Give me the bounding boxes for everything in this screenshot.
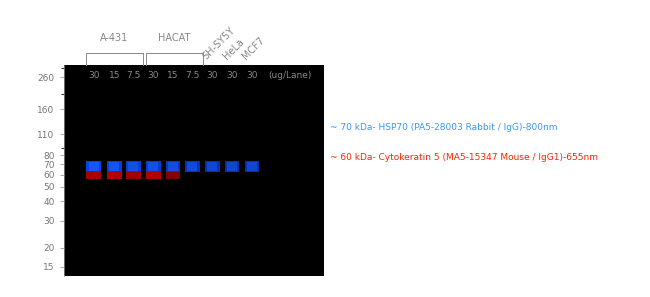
Text: 7.5: 7.5 (185, 71, 200, 80)
Text: A-431: A-431 (100, 33, 129, 43)
Bar (185, 162, 200, 172)
Bar (166, 162, 180, 172)
Text: 30: 30 (246, 71, 258, 80)
Bar (126, 162, 140, 172)
Text: SH-SY5Y: SH-SY5Y (201, 25, 237, 61)
Bar (146, 171, 161, 179)
Text: MCF7: MCF7 (240, 35, 267, 61)
Bar (247, 162, 257, 171)
Bar (225, 162, 239, 172)
Bar (166, 171, 180, 179)
Text: HACAT: HACAT (159, 33, 191, 43)
Bar (126, 171, 140, 179)
Text: 15: 15 (167, 71, 179, 80)
Bar (107, 162, 122, 172)
Bar (207, 162, 218, 171)
Bar (245, 162, 259, 172)
Text: ~ 70 kDa- HSP70 (PA5-28003 Rabbit / IgG)-800nm: ~ 70 kDa- HSP70 (PA5-28003 Rabbit / IgG)… (330, 123, 558, 132)
Text: HeLa: HeLa (221, 37, 246, 61)
Bar (86, 162, 101, 172)
Bar (128, 162, 138, 171)
Text: 30: 30 (226, 71, 238, 80)
Text: 15: 15 (109, 71, 120, 80)
Text: 30: 30 (207, 71, 218, 80)
Text: 30: 30 (88, 71, 99, 80)
Bar (88, 162, 99, 171)
Bar (107, 171, 122, 179)
Text: ~ 60 kDa- Cytokeratin 5 (MA5-15347 Mouse / IgG1)-655nm: ~ 60 kDa- Cytokeratin 5 (MA5-15347 Mouse… (330, 153, 598, 162)
Text: 30: 30 (148, 71, 159, 80)
Bar (168, 162, 178, 171)
Bar (187, 162, 198, 171)
Bar (146, 162, 161, 172)
Bar (148, 162, 159, 171)
Bar (109, 162, 120, 171)
Bar (86, 171, 101, 179)
Text: 7.5: 7.5 (126, 71, 140, 80)
Text: (ug/Lane): (ug/Lane) (268, 71, 312, 80)
Bar (205, 162, 220, 172)
Bar (227, 162, 237, 171)
